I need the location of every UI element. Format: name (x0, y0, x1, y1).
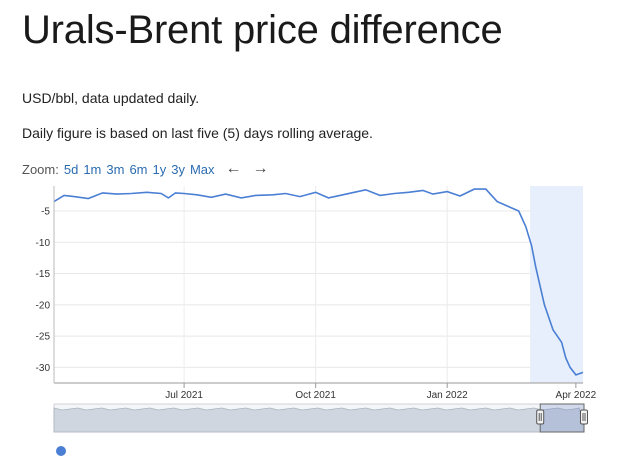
zoom-label: Zoom: (22, 161, 59, 177)
zoom-6m-button[interactable]: 6m (129, 161, 148, 177)
navigator-area (53, 407, 585, 433)
x-tick-label: Jan 2022 (427, 390, 469, 401)
y-tick-label: -5 (41, 207, 50, 218)
navigator-handle-body (536, 409, 545, 425)
y-tick-label: -10 (36, 238, 51, 249)
units-note: USD/bbl, data updated daily. (22, 90, 200, 106)
zoom-1m-button[interactable]: 1m (83, 161, 102, 177)
zoom-max-button[interactable]: Max (189, 161, 215, 177)
zoom-3m-button[interactable]: 3m (106, 161, 125, 177)
zoom-5d-button[interactable]: 5d (63, 161, 79, 177)
navigator-handle-body (580, 409, 588, 425)
y-tick-labels: -5 -10 -15 -20 -25 -30 (36, 207, 51, 374)
method-note: Daily figure is based on last five (5) d… (22, 125, 373, 141)
chart-grid (54, 186, 583, 383)
y-tick-label: -15 (36, 269, 51, 280)
page-title: Urals-Brent price difference (22, 8, 503, 52)
y-tick-label: -30 (36, 363, 51, 374)
arrow-right-icon[interactable]: → (252, 160, 269, 177)
selected-range-shading (530, 186, 583, 383)
x-tick-labels: Jul 2021 Oct 2021 Jan 2022 Apr 2022 (165, 383, 597, 401)
navigator-handle-left[interactable] (536, 409, 545, 425)
range-navigator[interactable] (53, 403, 588, 433)
arrow-left-icon[interactable]: ← (225, 160, 242, 177)
x-tick-label: Apr 2022 (556, 390, 597, 401)
scroll-indicator-dot (56, 446, 66, 456)
zoom-1y-button[interactable]: 1y (152, 161, 167, 177)
x-tick-label: Jul 2021 (165, 390, 203, 401)
zoom-bar: Zoom: 5d 1m 3m 6m 1y 3y Max ← → (22, 160, 269, 178)
series-line (53, 188, 584, 376)
navigator-handle-right[interactable] (580, 409, 588, 425)
zoom-3y-button[interactable]: 3y (171, 161, 185, 177)
y-tick-label: -20 (36, 300, 51, 311)
x-tick-label: Oct 2021 (295, 390, 336, 401)
y-tick-label: -25 (36, 332, 51, 343)
navigator-selection-window[interactable] (539, 403, 585, 433)
